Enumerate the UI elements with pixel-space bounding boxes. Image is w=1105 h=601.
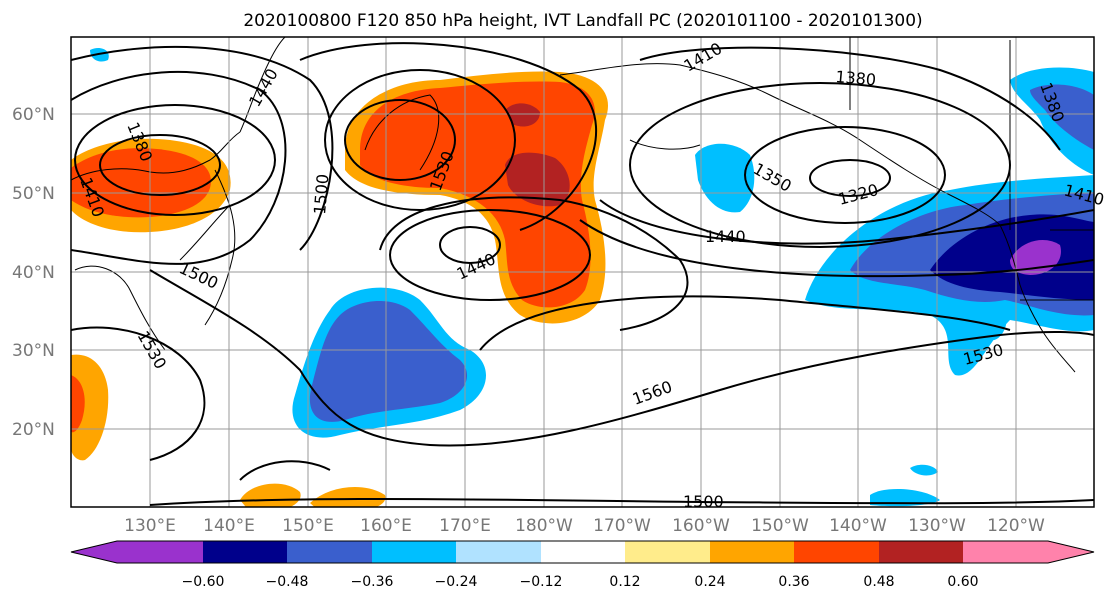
colorbar: −0.60 −0.48 −0.36 −0.24 −0.12 0.12 0.24 … — [70, 540, 1095, 590]
colorbar-tick-label: −0.12 — [520, 574, 563, 590]
contour-label: 1380 — [835, 67, 877, 89]
colorbar-segment — [879, 541, 963, 563]
lon-label: 180°W — [515, 516, 573, 536]
gridlines — [71, 37, 1094, 507]
lon-label: 130°E — [124, 516, 176, 536]
lon-label: 140°E — [203, 516, 255, 536]
lon-label: 130°W — [908, 516, 966, 536]
lat-label: 60°N — [12, 105, 55, 125]
colorbar-segment — [71, 541, 203, 563]
lon-label: 160°W — [672, 516, 730, 536]
colorbar-tick-label: 0.24 — [694, 574, 725, 590]
lat-label: 20°N — [12, 420, 55, 440]
colorbar-tick-label: 0.48 — [863, 574, 894, 590]
lat-label: 50°N — [12, 184, 55, 204]
lat-label: 40°N — [12, 263, 55, 283]
colorbar-tick-label: −0.60 — [182, 574, 225, 590]
colorbar-segment — [287, 541, 372, 563]
colorbar-segment — [963, 541, 1094, 563]
colorbar-segment — [710, 541, 794, 563]
lon-label: 170°E — [439, 516, 491, 536]
longitude-labels: 130°E 140°E 150°E 160°E 170°E 180°W 170°… — [124, 516, 1045, 536]
contour-label: 1440 — [705, 227, 746, 246]
lon-label: 120°W — [987, 516, 1045, 536]
colorbar-tick-label: 0.60 — [947, 574, 978, 590]
contour-label: 1500 — [683, 492, 724, 511]
height-contours — [71, 42, 1094, 506]
colorbar-tick-label: 0.36 — [778, 574, 809, 590]
lon-label: 160°E — [360, 516, 412, 536]
colorbar-segment — [456, 541, 541, 563]
colorbar-segment — [203, 541, 287, 563]
lon-label: 140°W — [829, 516, 887, 536]
map-frame — [70, 36, 1095, 508]
contour-label: 1500 — [310, 173, 332, 215]
colorbar-tick-label: 0.12 — [609, 574, 640, 590]
colorbar-segment — [794, 541, 879, 563]
colorbar-tick-label: −0.48 — [266, 574, 309, 590]
lon-label: 150°E — [282, 516, 334, 536]
latitude-labels: 60°N 50°N 40°N 30°N 20°N — [12, 105, 55, 440]
colorbar-tick-label: −0.36 — [351, 574, 394, 590]
colorbar-tick-label: −0.24 — [435, 574, 478, 590]
map-area — [71, 37, 1094, 507]
colorbar-segment — [372, 541, 456, 563]
lon-label: 170°W — [593, 516, 651, 536]
colorbar-segment — [625, 541, 710, 563]
lon-label: 150°W — [751, 516, 809, 536]
colorbar-segment — [541, 541, 625, 563]
lat-label: 30°N — [12, 341, 55, 361]
map-title: 2020100800 F120 850 hPa height, IVT Land… — [243, 11, 922, 31]
